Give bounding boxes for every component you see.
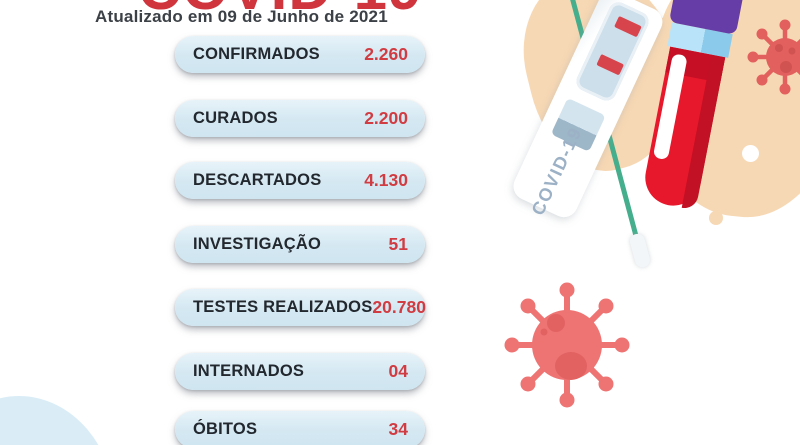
stat-value: 2.200 — [364, 108, 408, 128]
stat-label: INTERNADOS — [193, 362, 305, 380]
stat-value: 04 — [388, 361, 408, 381]
stat-label: CURADOS — [193, 109, 278, 127]
stat-label: CONFIRMADOS — [193, 45, 320, 63]
stat-row-internados: INTERNADOS 04 — [175, 353, 425, 390]
peach-dot — [709, 211, 723, 225]
stat-row-testes-realizados: TESTES REALIZADOS 20.780 — [175, 289, 426, 326]
stat-row-confirmados: CONFIRMADOS 2.260 — [175, 36, 425, 73]
stat-row-investigacao: INVESTIGAÇÃO 51 — [175, 226, 425, 263]
coronavirus-icon-large — [504, 282, 630, 408]
updated-date: Atualizado em 09 de Junho de 2021 — [95, 7, 388, 26]
stat-label: DESCARTADOS — [193, 171, 322, 189]
page-title: COVID-19 — [120, 0, 440, 19]
stat-value: 2.260 — [364, 44, 408, 64]
stat-row-descartados: DESCARTADOS 4.130 — [175, 162, 425, 199]
stat-label: INVESTIGAÇÃO — [193, 235, 321, 253]
stat-value: 34 — [388, 419, 408, 439]
stat-row-obitos: ÓBITOS 34 — [175, 411, 425, 445]
test-result-line — [596, 53, 625, 76]
test-result-line — [614, 15, 642, 38]
blue-corner-blob — [0, 396, 116, 445]
stat-label: TESTES REALIZADOS — [193, 298, 373, 316]
coronavirus-icon-small — [747, 19, 800, 95]
stat-label: ÓBITOS — [193, 420, 258, 438]
white-dot — [742, 145, 759, 162]
stat-value: 4.130 — [364, 170, 408, 190]
stat-row-curados: CURADOS 2.200 — [175, 100, 425, 137]
stat-value: 51 — [388, 234, 408, 254]
stat-value: 20.780 — [372, 297, 426, 317]
swab-cotton-tip — [628, 232, 652, 269]
